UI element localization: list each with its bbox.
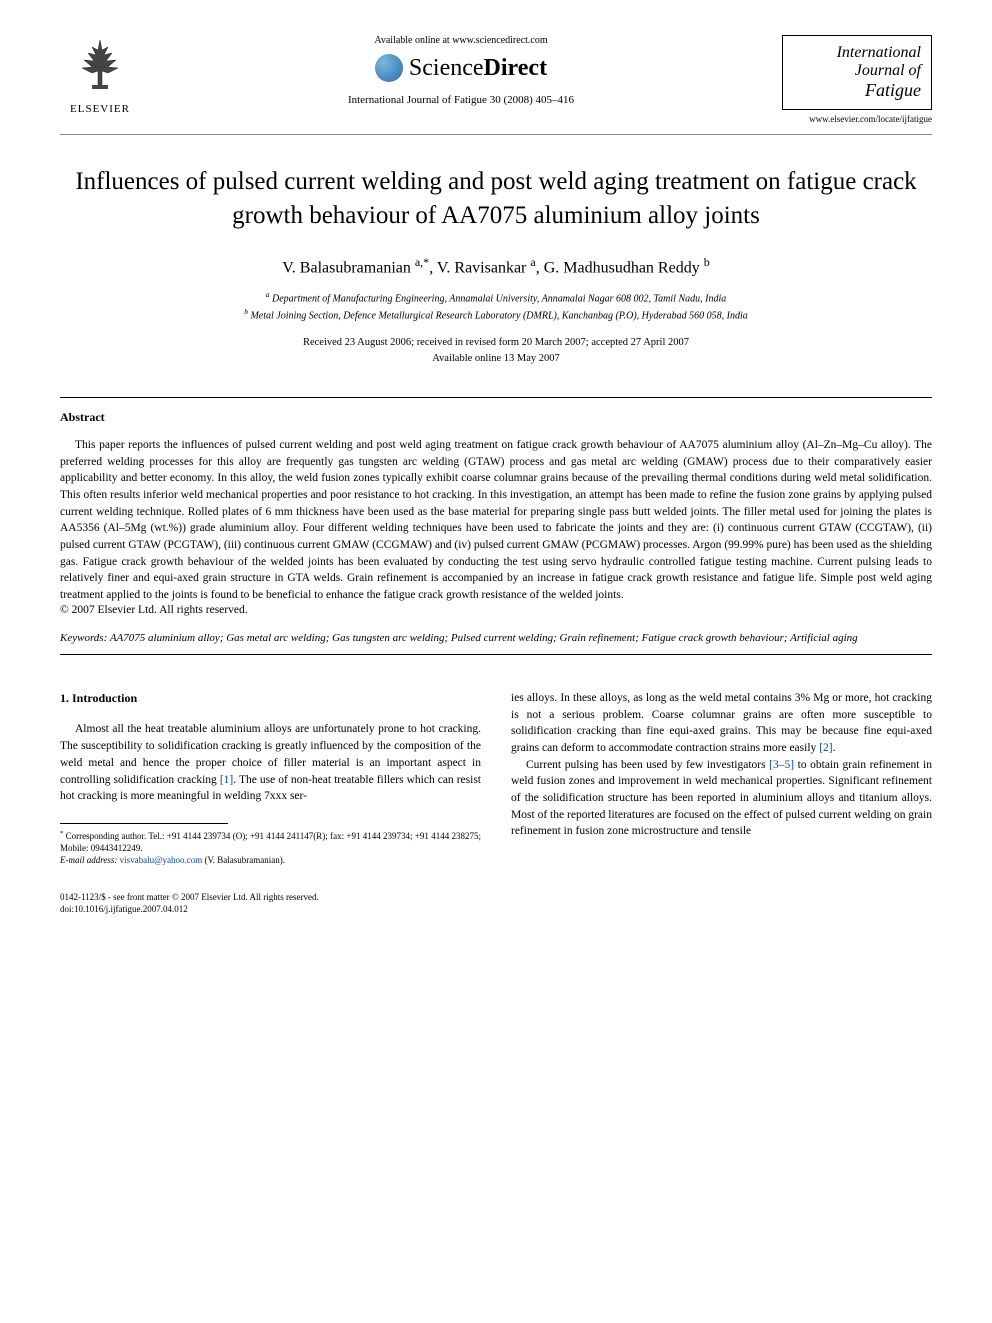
sd-prefix: Science — [409, 55, 484, 81]
intro-col2-p1: ies alloys. In these alloys, as long as … — [511, 690, 932, 757]
keywords-text: AA7075 aluminium alloy; Gas metal arc we… — [110, 632, 858, 644]
aff-a-text: Department of Manufacturing Engineering,… — [272, 293, 726, 304]
author-2-sup: a — [530, 255, 535, 269]
dates-block: Received 23 August 2006; received in rev… — [60, 335, 932, 367]
abstract-copyright: © 2007 Elsevier Ltd. All rights reserved… — [60, 604, 932, 616]
journal-url: www.elsevier.com/locate/ijfatigue — [782, 114, 932, 124]
author-2: V. Ravisankar — [437, 259, 526, 276]
author-1: V. Balasubramanian — [282, 259, 411, 276]
email-author: (V. Balasubramanian). — [204, 855, 285, 865]
journal-box-wrapper: International Journal of Fatigue www.els… — [782, 35, 932, 124]
dates-line1: Received 23 August 2006; received in rev… — [303, 337, 689, 348]
aff-a-sup: a — [266, 290, 270, 299]
sd-suffix: Direct — [484, 55, 548, 81]
abstract-text: This paper reports the influences of pul… — [60, 437, 932, 604]
affiliations: a Department of Manufacturing Engineerin… — [60, 289, 932, 324]
available-online-text: Available online at www.sciencedirect.co… — [160, 35, 762, 46]
journal-box-line1: International — [793, 44, 921, 62]
column-right: ies alloys. In these alloys, as long as … — [511, 690, 932, 915]
bottom-line1: 0142-1123/$ - see front matter © 2007 El… — [60, 892, 319, 902]
intro-col2-p2a: Current pulsing has been used by few inv… — [526, 759, 769, 771]
body-columns: 1. Introduction Almost all the heat trea… — [60, 690, 932, 915]
email-link[interactable]: visvabalu@yahoo.com — [120, 855, 203, 865]
center-header: Available online at www.sciencedirect.co… — [140, 35, 782, 106]
sciencedirect-text: ScienceDirect — [409, 55, 547, 82]
ref-link-2[interactable]: [2] — [819, 742, 832, 754]
bottom-line2: doi:10.1016/j.ijfatigue.2007.04.012 — [60, 904, 188, 914]
sciencedirect-ball-icon — [375, 54, 403, 82]
abstract-top-divider — [60, 397, 932, 398]
intro-col2-p2: Current pulsing has been used by few inv… — [511, 757, 932, 840]
header-row: ELSEVIER Available online at www.science… — [60, 35, 932, 124]
intro-col2-p1b: . — [833, 742, 836, 754]
paper-title: Influences of pulsed current welding and… — [60, 165, 932, 233]
journal-reference: International Journal of Fatigue 30 (200… — [160, 94, 762, 106]
author-3-sup: b — [704, 255, 710, 269]
bottom-info: 0142-1123/$ - see front matter © 2007 El… — [60, 891, 481, 915]
top-divider — [60, 134, 932, 135]
abstract-heading: Abstract — [60, 410, 932, 425]
elsevier-logo: ELSEVIER — [60, 35, 140, 115]
aff-b-text: Metal Joining Section, Defence Metallurg… — [250, 310, 747, 321]
ref-link-3-5[interactable]: [3–5] — [769, 759, 794, 771]
ref-link-1[interactable]: [1] — [220, 774, 233, 786]
keywords-line: Keywords: AA7075 aluminium alloy; Gas me… — [60, 631, 932, 646]
elsevier-tree-icon — [70, 35, 130, 95]
journal-box: International Journal of Fatigue — [782, 35, 932, 110]
dates-line2: Available online 13 May 2007 — [432, 353, 560, 364]
aff-b-sup: b — [244, 307, 248, 316]
abstract-bottom-divider — [60, 654, 932, 655]
intro-col1-p1: Almost all the heat treatable aluminium … — [60, 721, 481, 804]
footnote-divider — [60, 823, 228, 824]
intro-heading: 1. Introduction — [60, 690, 481, 707]
column-left: 1. Introduction Almost all the heat trea… — [60, 690, 481, 915]
keywords-label: Keywords: — [60, 632, 107, 644]
authors-line: V. Balasubramanian a,*, V. Ravisankar a,… — [60, 255, 932, 277]
email-label: E-mail address: — [60, 855, 117, 865]
author-1-sup: a,* — [415, 255, 429, 269]
intro-col2-p1a: ies alloys. In these alloys, as long as … — [511, 692, 932, 754]
corr-author-text: Corresponding author. Tel.: +91 4144 239… — [60, 831, 481, 853]
elsevier-label: ELSEVIER — [60, 103, 140, 115]
corr-asterisk: * — [60, 830, 63, 837]
author-3: G. Madhusudhan Reddy — [544, 259, 700, 276]
sciencedirect-logo: ScienceDirect — [160, 54, 762, 82]
footnote-block: * Corresponding author. Tel.: +91 4144 2… — [60, 829, 481, 866]
journal-box-line3: Fatigue — [793, 80, 921, 101]
journal-box-line2: Journal of — [793, 62, 921, 80]
